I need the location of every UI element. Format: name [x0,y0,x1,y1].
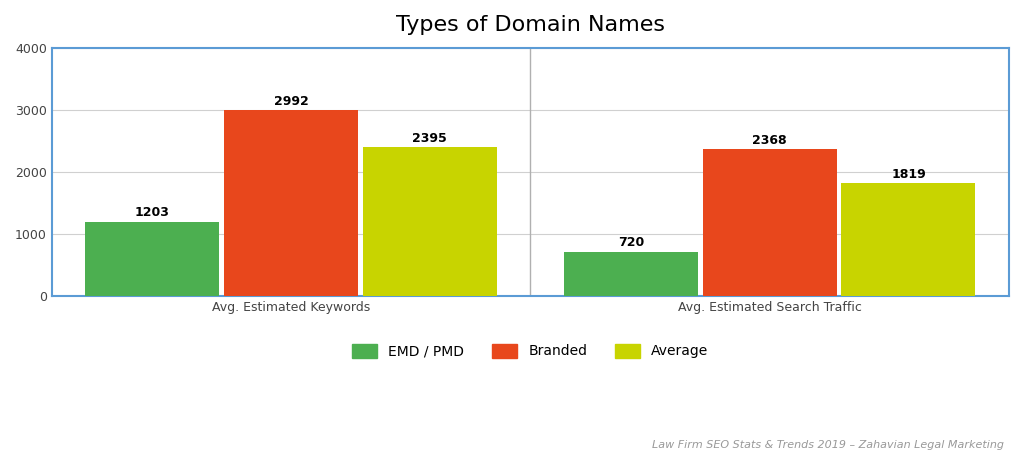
Text: 2395: 2395 [413,132,447,145]
Text: 1203: 1203 [135,206,170,219]
Bar [564,252,698,296]
Text: 1819: 1819 [891,168,926,181]
Bar [362,147,497,296]
Legend: EMD / PMD, Branded, Average: EMD / PMD, Branded, Average [347,338,714,364]
Bar [224,110,358,296]
Text: Law Firm SEO Stats & Trends 2019 – Zahavian Legal Marketing: Law Firm SEO Stats & Trends 2019 – Zahav… [651,440,1004,450]
Title: Types of Domain Names: Types of Domain Names [396,15,665,35]
Bar [842,183,976,296]
Text: 2992: 2992 [273,95,308,108]
Text: 2368: 2368 [753,134,787,147]
Text: 720: 720 [617,236,644,249]
Bar [85,222,219,296]
Bar [702,149,837,296]
